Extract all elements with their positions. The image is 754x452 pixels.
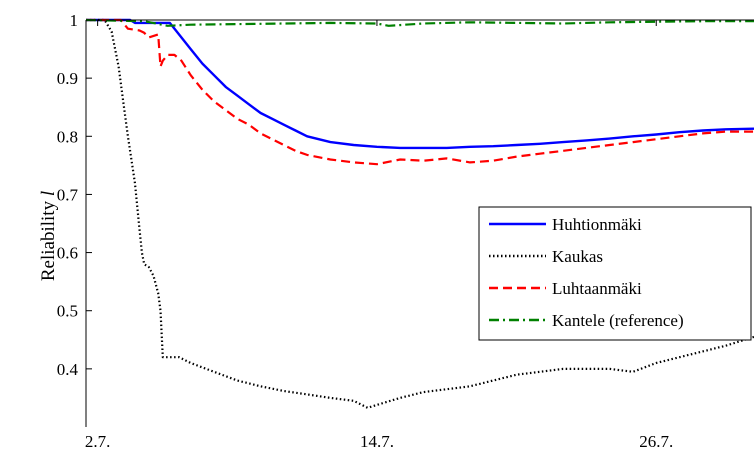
x-tick-label: 14.7. bbox=[360, 432, 394, 451]
legend-label-1: Huhtionmäki bbox=[552, 215, 642, 234]
legend-label-4: Kantele (reference) bbox=[552, 311, 684, 330]
legend-box bbox=[478, 206, 752, 341]
y-tick-label: 0.5 bbox=[57, 302, 78, 321]
x-tick-label: 26.7. bbox=[639, 432, 673, 451]
series-line-1 bbox=[86, 18, 754, 150]
legend-label-3: Luhtaanmäki bbox=[552, 279, 642, 298]
series-line-4 bbox=[85, 18, 754, 27]
y-tick-label: 0.7 bbox=[57, 185, 79, 204]
y-tick-label: 1 bbox=[70, 11, 79, 30]
y-tick-label: 0.8 bbox=[57, 127, 78, 146]
y-tick-label: 0.9 bbox=[57, 69, 78, 88]
legend: Huhtionmäki Kaukas Luhtaanmäki Kantele (ref… bbox=[478, 206, 752, 341]
y-tick-label: 0.6 bbox=[57, 244, 78, 263]
y-tick-label: 0.4 bbox=[57, 360, 79, 379]
x-tick-label: 2.7. bbox=[85, 432, 111, 451]
legend-label-2: Kaukas bbox=[552, 247, 603, 266]
series-line-2 bbox=[86, 18, 754, 409]
y-axis-label: Reliability l bbox=[38, 191, 59, 281]
